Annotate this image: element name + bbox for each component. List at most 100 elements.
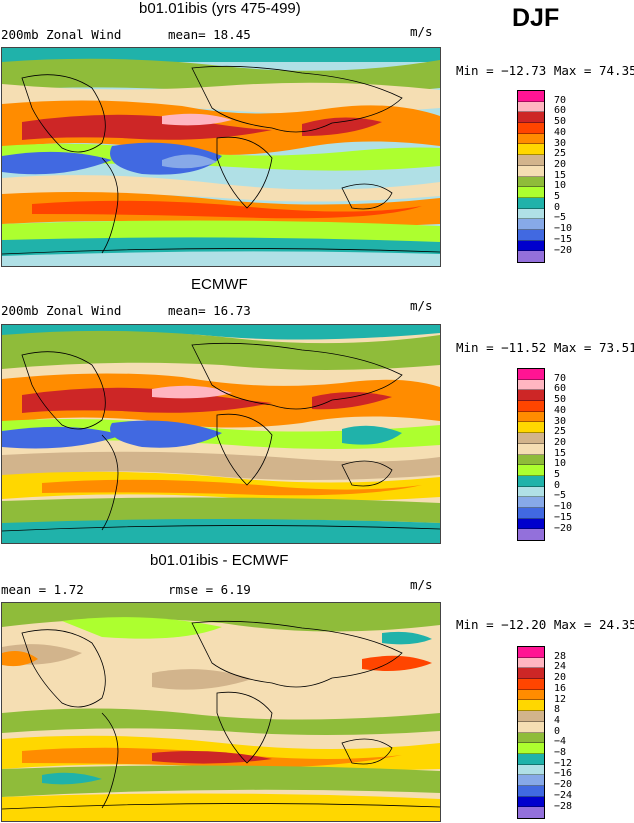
map-3-red-s [152,751,272,764]
season-label: DJF [512,4,560,32]
colorbar-level-label: −20 [554,522,573,534]
colorbar-swatch [518,807,544,818]
colorbar-swatch [518,133,544,145]
colorbar-level-label: 20 [554,672,567,684]
colorbar-swatch [518,369,544,380]
map-3-green-mid [2,708,440,735]
map-1-coastlines [2,65,440,255]
colorbar-swatch [518,743,544,754]
colorbar-level-label: −12 [554,757,573,769]
map-2-jet-n-red [22,387,272,413]
colorbar-level-label: −15 [554,511,573,523]
colorbar-level-label: −10 [554,501,573,513]
panel-2-colorbar [517,368,545,541]
colorbar-swatch [518,454,544,466]
colorbar-level-label: 0 [554,725,561,737]
colorbar-swatch [518,101,544,113]
panel-3-mean: mean = 1.72 [1,582,84,597]
colorbar-level-label: −24 [554,789,573,801]
panel-2-units: m/s [410,298,433,313]
colorbar-swatch [518,123,544,134]
panel-2-mean: mean= 16.73 [168,303,251,318]
colorbar-level-label: 40 [554,126,567,138]
colorbar-level-label: −20 [554,779,573,791]
map-1-jet-n-red [22,114,272,140]
colorbar-swatch [518,433,544,444]
colorbar-swatch [518,668,544,680]
colorbar-level-label: 8 [554,704,561,716]
colorbar-level-label: −16 [554,768,573,780]
map-1-jet-s-red [32,200,422,219]
colorbar-level-label: −8 [554,747,567,758]
colorbar-swatch [518,155,544,166]
colorbar-level-label: 60 [554,105,567,117]
colorbar-swatch [518,390,544,402]
panel-2-field-label: 200mb Zonal Wind [1,303,122,318]
map-1-band-teal-s [2,237,440,256]
map-2-jet-n-red2 [312,392,392,410]
colorbar-swatch [518,91,544,102]
colorbar-level-label: −4 [554,736,567,748]
colorbar-level-label: −28 [554,800,573,812]
colorbar-level-label: 16 [554,682,567,694]
colorbar-level-label: 0 [554,479,561,491]
colorbar-swatch [518,208,544,220]
panel-1-field-label: 200mb Zonal Wind [1,27,122,42]
colorbar-swatch [518,176,544,188]
map-2-coastlines [2,342,440,532]
map-1-band-polar-n [2,48,440,62]
colorbar-swatch [518,165,544,177]
panel-1-colorbar [517,90,545,263]
colorbar-level-label: 0 [554,201,561,213]
colorbar-level-label: 60 [554,383,567,395]
colorbar-swatch [518,240,544,252]
colorbar-swatch [518,657,544,669]
colorbar-swatch [518,700,544,712]
colorbar-level-label: 15 [554,169,567,181]
colorbar-swatch [518,689,544,701]
panel-3-title: b01.01ibis - ECMWF [150,552,289,569]
colorbar-swatch [518,251,544,262]
map-3-teal-patch [382,631,432,645]
map-2-easterly-blue [2,426,122,449]
map-3-green-s [2,765,440,797]
panel-1-map [1,47,441,267]
panel-3-minmax: Min = −12.20 Max = 24.35 [456,617,634,632]
map-3-yellow-s2 [2,793,440,821]
map-1-easterly-light [162,154,217,169]
colorbar-swatch [518,721,544,733]
panel-3-colorbar [517,646,545,819]
colorbar-swatch [518,486,544,498]
map-1-band-tan-s [2,175,440,202]
colorbar-level-label: 70 [554,94,567,106]
panel-3-units: m/s [410,577,433,592]
colorbar-level-label: 50 [554,116,567,128]
colorbar-swatch [518,144,544,156]
panel-3-map [1,602,441,822]
panel-1-units: m/s [410,24,433,39]
map-3-green-n [2,603,440,632]
colorbar-swatch [518,764,544,776]
panel-2-map [1,324,441,544]
colorbar-swatch [518,475,544,487]
map-2-band-tan-s [2,451,440,480]
colorbar-swatch [518,465,544,476]
colorbar-swatch [518,187,544,198]
colorbar-level-label: 20 [554,436,567,448]
map-1-jet-n-red2 [302,117,382,136]
colorbar-level-label: 70 [554,372,567,384]
colorbar-swatch [518,732,544,744]
panel-1-title: b01.01ibis (yrs 475-499) [139,0,301,17]
colorbar-swatch [518,443,544,455]
colorbar-level-label: −20 [554,244,573,256]
colorbar-level-label: 15 [554,447,567,459]
colorbar-level-label: 40 [554,404,567,416]
colorbar-swatch [518,647,544,658]
colorbar-level-label: 12 [554,693,567,705]
colorbar-swatch [518,529,544,540]
colorbar-level-label: 25 [554,148,567,160]
map-1-easterly-blue [2,151,112,175]
colorbar-level-label: −10 [554,223,573,235]
colorbar-swatch [518,711,544,722]
colorbar-level-label: 4 [554,714,561,726]
